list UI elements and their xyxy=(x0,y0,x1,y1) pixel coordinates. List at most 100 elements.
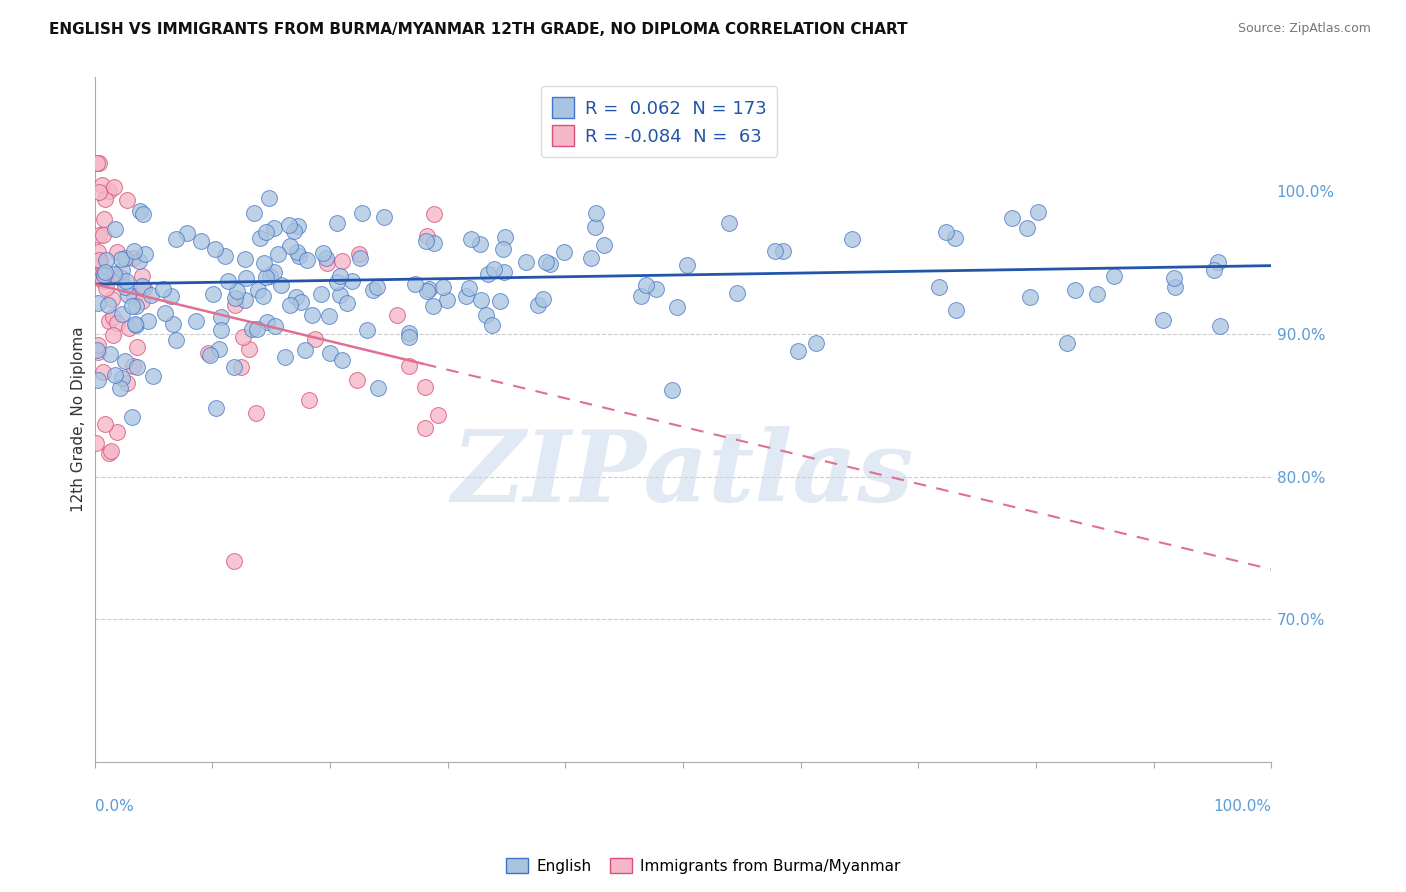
Point xyxy=(134,247,156,261)
Point xyxy=(477,268,499,282)
Legend: R =  0.062  N = 173, R = -0.084  N =  63: R = 0.062 N = 173, R = -0.084 N = 63 xyxy=(541,87,778,157)
Point xyxy=(121,251,143,265)
Point xyxy=(89,252,111,267)
Point xyxy=(121,299,143,313)
Point xyxy=(398,326,420,341)
Point xyxy=(198,349,221,363)
Point xyxy=(125,299,148,313)
Point xyxy=(460,232,482,246)
Legend: English, Immigrants from Burma/Myanmar: English, Immigrants from Burma/Myanmar xyxy=(499,852,907,880)
Point xyxy=(86,338,108,352)
Point xyxy=(94,265,117,279)
Point xyxy=(240,322,263,336)
Point xyxy=(346,372,368,386)
Point xyxy=(665,300,688,314)
Point xyxy=(118,321,141,335)
Point xyxy=(416,285,439,299)
Point xyxy=(97,297,120,311)
Point xyxy=(254,269,277,284)
Point xyxy=(111,307,134,321)
Point xyxy=(1202,263,1225,277)
Point xyxy=(350,205,373,219)
Point xyxy=(457,280,479,294)
Point xyxy=(93,268,115,282)
Point xyxy=(725,286,748,301)
Point xyxy=(253,256,276,270)
Point xyxy=(103,179,125,194)
Point xyxy=(93,268,115,282)
Point xyxy=(1208,319,1230,334)
Point xyxy=(436,293,458,307)
Point xyxy=(104,222,127,236)
Point xyxy=(165,232,187,246)
Point xyxy=(304,332,326,346)
Point xyxy=(233,293,256,307)
Point xyxy=(387,308,409,322)
Point xyxy=(943,231,966,245)
Point xyxy=(97,446,120,460)
Point xyxy=(470,293,492,308)
Point xyxy=(98,347,121,361)
Point xyxy=(110,252,132,266)
Point xyxy=(263,221,285,235)
Point xyxy=(318,309,340,323)
Point xyxy=(103,267,125,281)
Point xyxy=(287,249,309,263)
Point xyxy=(115,193,138,207)
Point xyxy=(264,319,287,334)
Point xyxy=(531,292,554,306)
Point xyxy=(115,376,138,390)
Point xyxy=(132,281,155,295)
Point xyxy=(361,283,384,297)
Point xyxy=(136,314,159,328)
Point xyxy=(114,279,136,293)
Point xyxy=(592,238,614,252)
Point xyxy=(125,340,148,354)
Point xyxy=(329,288,352,302)
Point xyxy=(945,302,967,317)
Point xyxy=(1206,255,1229,269)
Text: ENGLISH VS IMMIGRANTS FROM BURMA/MYANMAR 12TH GRADE, NO DIPLOMA CORRELATION CHAR: ENGLISH VS IMMIGRANTS FROM BURMA/MYANMAR… xyxy=(49,22,908,37)
Point xyxy=(94,253,117,268)
Point xyxy=(326,275,349,289)
Point xyxy=(142,369,165,384)
Point xyxy=(488,294,510,309)
Point xyxy=(349,247,371,261)
Point xyxy=(1085,287,1108,301)
Point xyxy=(492,265,515,279)
Point xyxy=(356,323,378,337)
Point xyxy=(644,282,666,296)
Point xyxy=(270,277,292,292)
Point xyxy=(1026,204,1049,219)
Point xyxy=(1019,290,1042,304)
Point xyxy=(110,270,132,285)
Point xyxy=(404,277,426,292)
Point xyxy=(86,436,108,450)
Point xyxy=(340,274,363,288)
Point xyxy=(87,244,110,259)
Point xyxy=(101,310,124,324)
Point xyxy=(101,292,124,306)
Point xyxy=(89,185,111,199)
Point xyxy=(763,244,786,258)
Point xyxy=(184,314,207,328)
Point xyxy=(285,290,308,304)
Point xyxy=(1001,211,1024,226)
Y-axis label: 12th Grade, No Diploma: 12th Grade, No Diploma xyxy=(72,326,86,512)
Point xyxy=(1163,270,1185,285)
Point xyxy=(772,244,794,258)
Point xyxy=(94,417,117,431)
Point xyxy=(634,277,657,292)
Point xyxy=(494,229,516,244)
Point xyxy=(232,330,254,344)
Point xyxy=(115,274,138,288)
Point xyxy=(105,316,128,330)
Point xyxy=(205,401,228,416)
Point xyxy=(1152,313,1174,327)
Point xyxy=(131,279,153,293)
Point xyxy=(928,280,950,294)
Point xyxy=(468,236,491,251)
Point xyxy=(207,342,229,356)
Point xyxy=(422,299,444,313)
Point xyxy=(287,219,309,233)
